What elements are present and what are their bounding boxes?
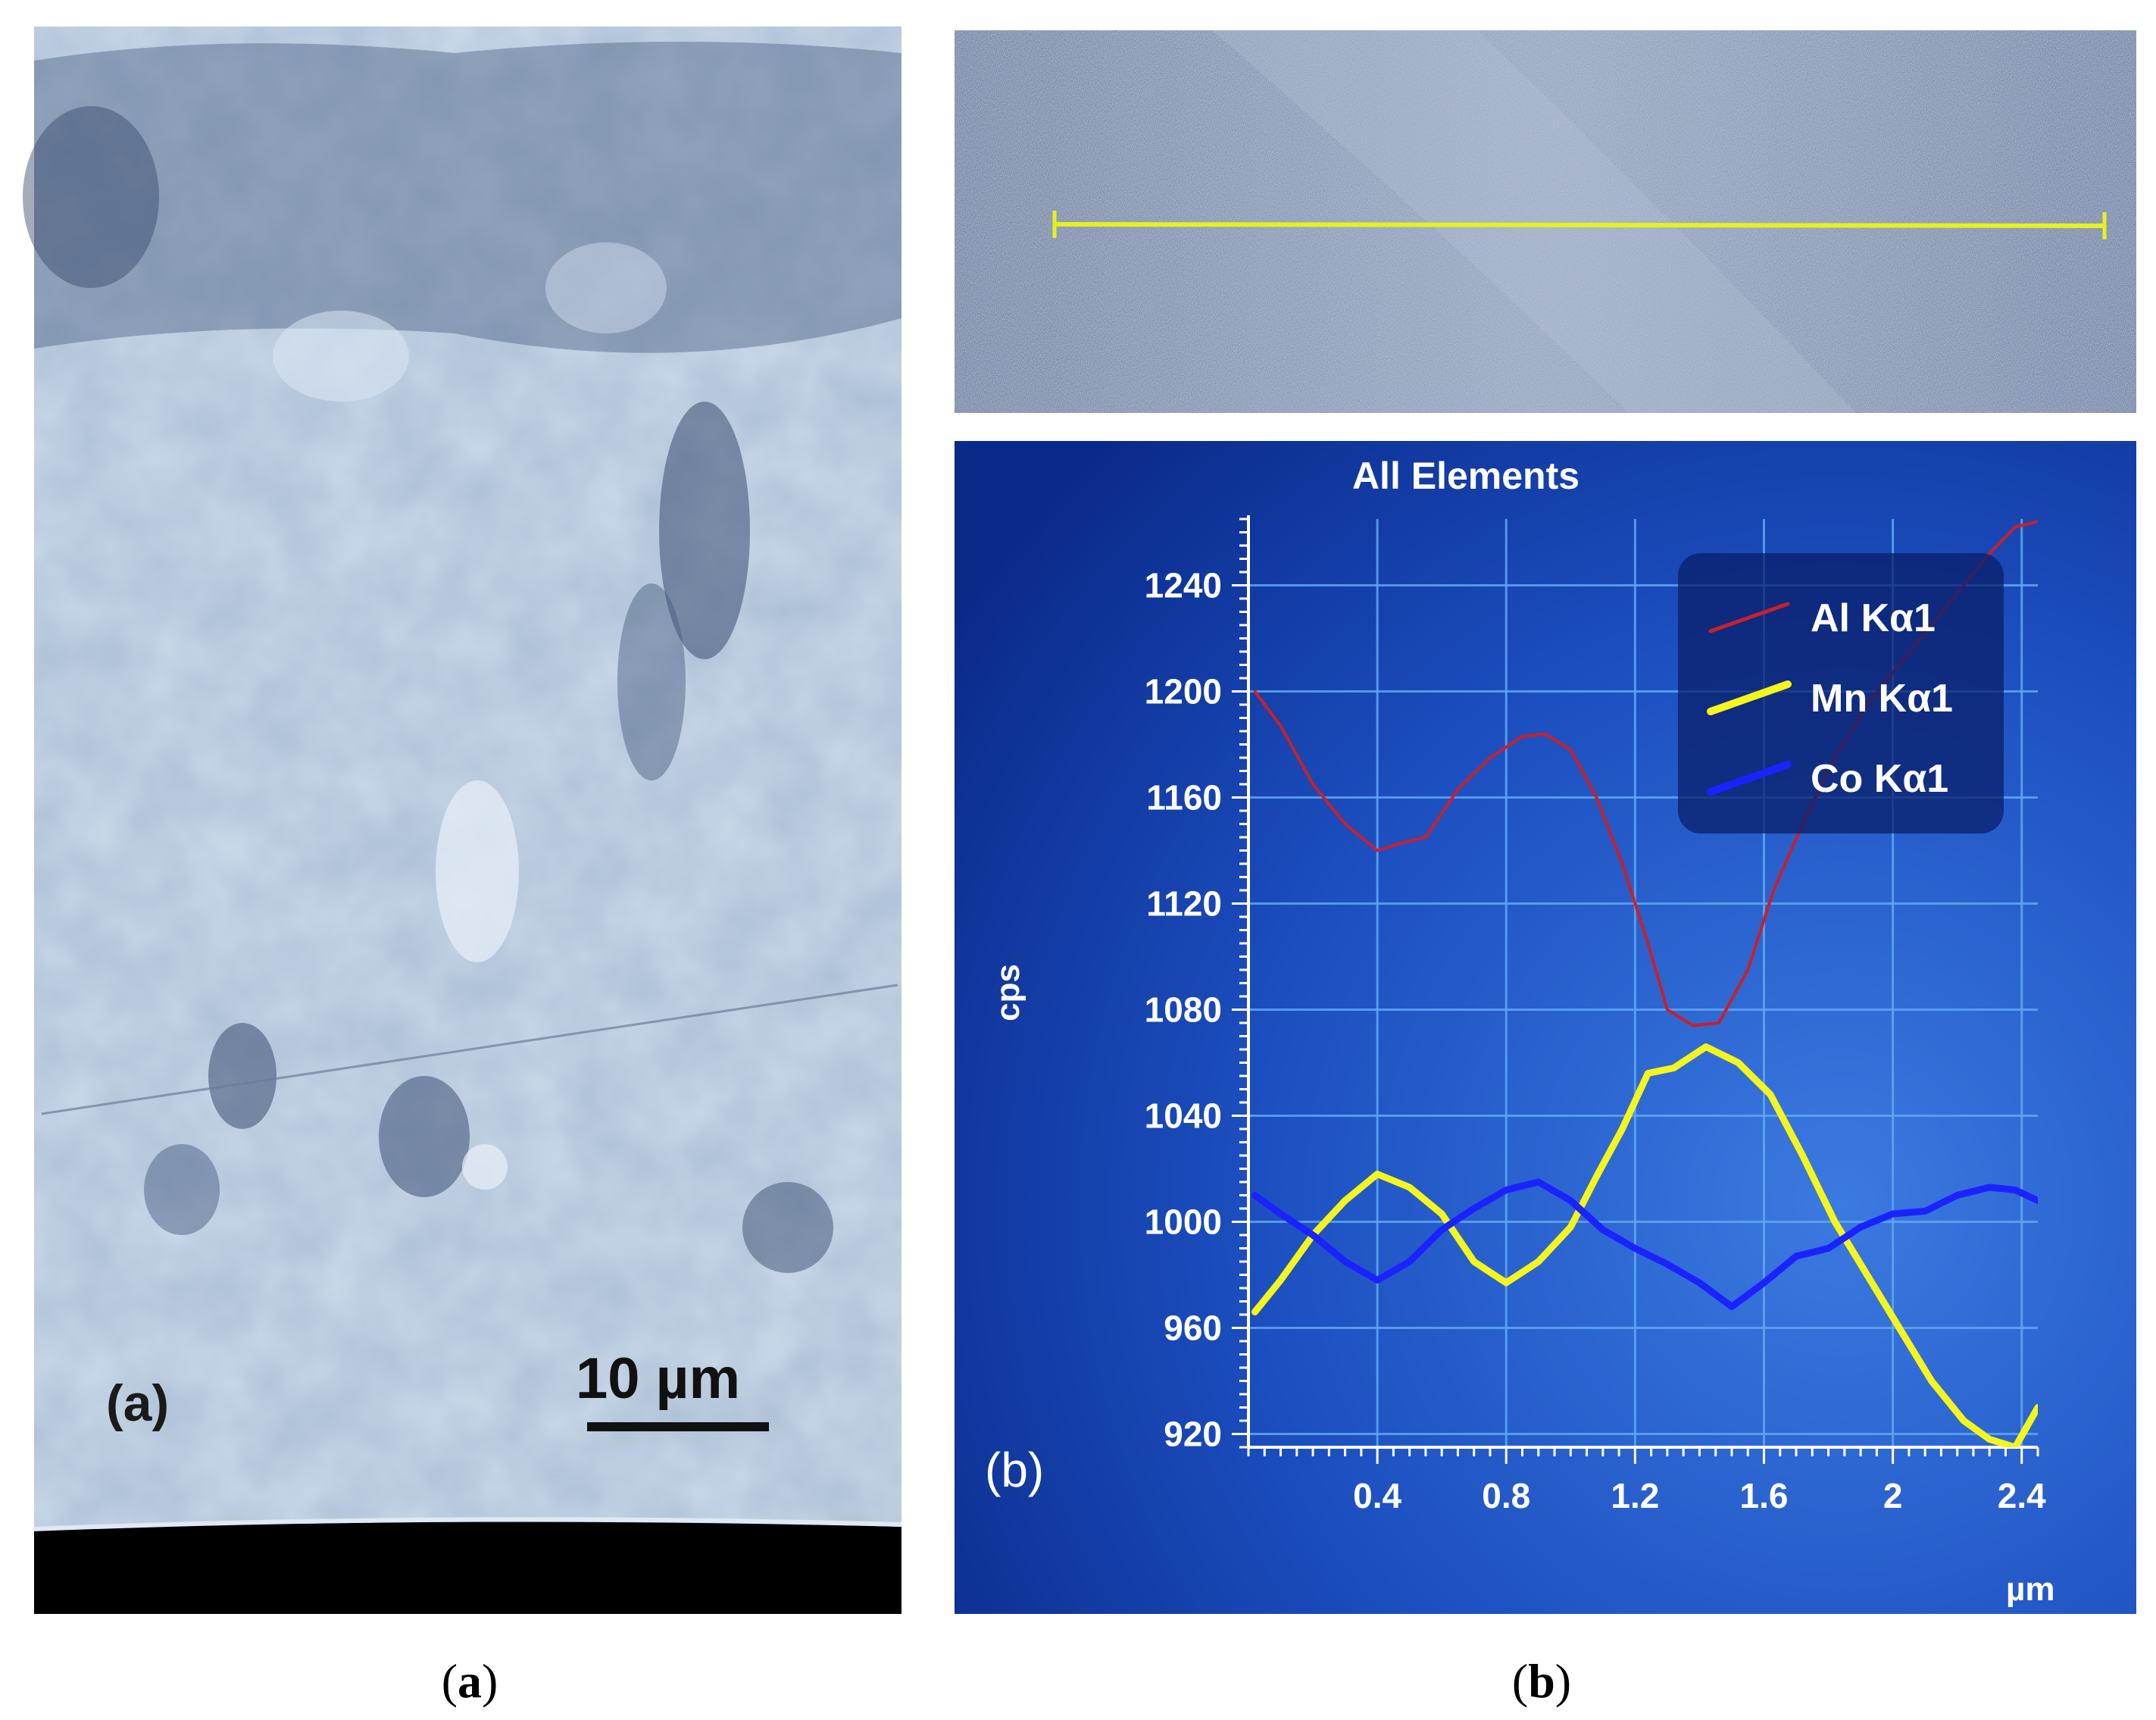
- y-tick-label: 1160: [1146, 778, 1222, 818]
- panel-a-label: (a): [106, 1374, 169, 1432]
- y-tick-label: 1120: [1146, 884, 1222, 924]
- x-tick-label: 0.8: [1482, 1476, 1530, 1515]
- legend-label-2: Co Kα1: [1811, 757, 1948, 801]
- y-axis-label: cps: [989, 964, 1026, 1021]
- panel-b-label: (b): [985, 1443, 1044, 1497]
- legend-swatch-1: [1707, 680, 1792, 715]
- y-tick-label: 1040: [1145, 1096, 1222, 1136]
- line-profile-chart: All Elements 920 960 1000 1040 1080 1120 1160 1…: [955, 441, 2136, 1614]
- line-scan-path: [1054, 222, 2105, 228]
- legend-swatch-2: [1707, 761, 1792, 796]
- sem-micrograph-panel: (a) 10 µm: [23, 27, 902, 1614]
- legend-label-1: Mn Kα1: [1811, 677, 1953, 721]
- x-axis-label: µm: [2006, 1571, 2054, 1608]
- x-tick-label: 1.6: [1740, 1476, 1789, 1515]
- axes: 920 960 1000 1040 1080 1120 1160 1200 1240 0.4 0.8…: [1145, 515, 2046, 1515]
- y-tick-label: 1000: [1145, 1202, 1222, 1242]
- scale-bar-label: 10 µm: [576, 1346, 740, 1411]
- legend: Al Kα1 Mn Kα1 Co Kα1: [1678, 553, 2004, 833]
- x-tick-label: 2: [1883, 1476, 1903, 1515]
- y-tick-label: 960: [1164, 1309, 1222, 1348]
- y-tick-label: 1080: [1145, 990, 1222, 1030]
- x-tick-label: 0.4: [1353, 1476, 1401, 1515]
- line-scan-image: [955, 30, 2136, 413]
- x-tick-label: 1.2: [1611, 1476, 1659, 1515]
- y-tick-label: 1200: [1145, 672, 1222, 711]
- scale-bar: [587, 1422, 769, 1431]
- caption-a: (a): [442, 1654, 498, 1708]
- series-line-1: [1251, 1043, 2038, 1447]
- y-tick-label: 1240: [1145, 566, 1222, 605]
- legend-swatch-0: [1708, 602, 1790, 633]
- series-line-2: [1251, 1178, 2038, 1310]
- x-tick-label: 2.4: [1998, 1476, 2046, 1515]
- caption-b: (b): [1512, 1654, 1571, 1708]
- y-tick-label: 920: [1164, 1415, 1222, 1454]
- legend-box: [1678, 553, 2004, 833]
- chart-title: All Elements: [1352, 455, 1580, 497]
- legend-label-0: Al Kα1: [1811, 596, 1936, 640]
